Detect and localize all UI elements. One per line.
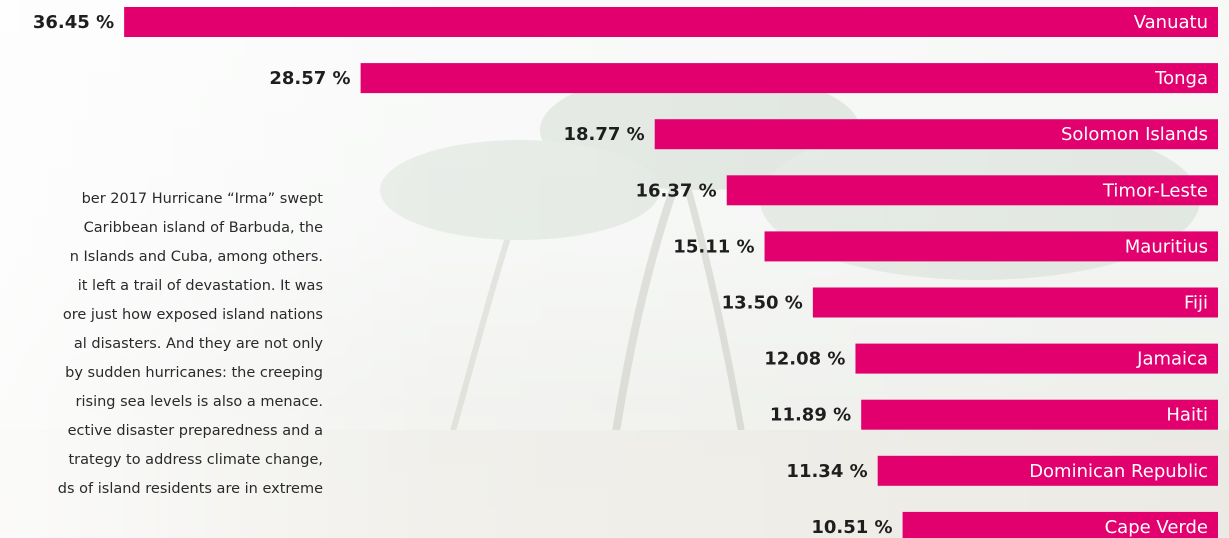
value-label: 28.57 % [269,68,350,89]
paragraph-line: trategy to address climate change, [68,452,323,468]
paragraph-line: ds of island residents are in extreme [58,481,323,497]
paragraph-line: Caribbean island of Barbuda, the [84,220,323,236]
category-label: Vanuatu [1134,12,1208,33]
value-label: 12.08 % [764,349,845,370]
category-label: Tonga [1154,68,1208,89]
bar [361,63,1218,93]
value-label: 18.77 % [563,124,644,145]
value-label: 11.89 % [770,405,851,426]
category-label: Jamaica [1136,349,1208,370]
paragraph-line: n Islands and Cuba, among others. [70,249,323,265]
category-label: Mauritius [1125,236,1208,257]
bar [813,288,1218,318]
paragraph-line: ective disaster preparedness and a [68,423,323,439]
paragraph-line: ore just how exposed island nations [63,307,323,323]
paragraph-line: al disasters. And they are not only [74,336,324,352]
category-label: Timor-Leste [1102,180,1208,201]
infographic: ber 2017 Hurricane “Irma” swept Caribbean… [0,0,1229,538]
category-label: Dominican Republic [1029,461,1208,482]
bar [861,400,1218,430]
value-label: 13.50 % [722,293,803,314]
paragraph-line: by sudden hurricanes: the creeping [65,365,323,381]
paragraph-line: ber 2017 Hurricane “Irma” swept [82,191,324,207]
category-label: Cape Verde [1105,517,1208,538]
value-label: 36.45 % [33,12,114,33]
category-label: Haiti [1166,405,1208,426]
value-label: 16.37 % [635,180,716,201]
paragraph-line: it left a trail of devastation. It was [78,278,323,294]
category-label: Fiji [1184,293,1208,314]
value-label: 15.11 % [673,236,754,257]
value-label: 11.34 % [786,461,867,482]
paragraph-line: rising sea levels is also a menace. [76,394,323,410]
category-label: Solomon Islands [1061,124,1208,145]
value-label: 10.51 % [811,517,892,538]
bar [124,7,1218,37]
